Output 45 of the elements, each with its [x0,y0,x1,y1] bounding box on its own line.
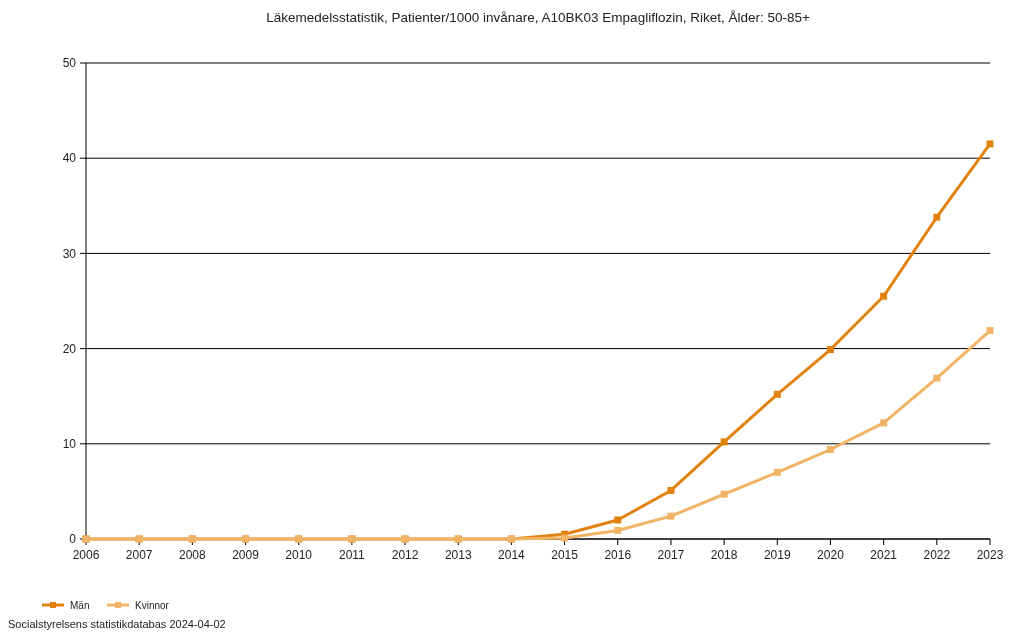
y-tick-label: 0 [69,532,77,547]
point [720,490,728,498]
point [933,213,941,221]
x-tick-label: 2017 [657,548,685,562]
point [614,516,622,524]
x-tick-label: 2011 [338,548,366,562]
y-tick-label: 20 [62,341,77,356]
point [667,512,675,520]
x-tick-label: 2012 [391,548,419,562]
x-tick-label: 2013 [444,548,472,562]
point [614,526,622,534]
x-tick-label: 2008 [179,548,207,562]
point [561,534,569,542]
x-tick-label: 2014 [498,548,526,562]
x-tick-label: 2010 [285,548,313,562]
point [880,419,888,427]
y-tick-label: 10 [62,437,77,451]
y-tick-label: 30 [62,246,77,261]
x-tick-label: 2021 [870,548,898,562]
x-tick-label: 2016 [604,548,632,562]
point [667,486,675,494]
point [933,374,941,382]
x-tick-label: 2006 [72,548,100,562]
point [773,468,781,476]
point [986,140,994,148]
legend-label: Män [70,599,90,611]
y-tick-label: 40 [62,151,77,166]
text: Socialstyrelsens statistikdatabas 2024-04-02 [8,618,226,630]
point [986,327,994,335]
point [773,390,781,398]
x-tick-label: 2009 [232,548,260,562]
point [880,292,888,300]
x-tick-label: 2007 [125,548,153,562]
point [720,438,728,446]
point [826,346,834,354]
x-tick-label: 2015 [551,548,579,562]
x-tick-label: 2022 [923,548,951,562]
y-tick-label: 50 [62,56,77,71]
legend-label: Kvinnor [135,599,170,611]
x-tick-label: 2020 [817,548,845,562]
x-tick-label: 2019 [763,548,791,562]
chart-title: Läkemedelsstatistik, Patienter/1000 invånare, A10BK03 Empagliflozin, Riket, Ålder: 50-85+ [266,10,810,25]
point [826,446,834,454]
x-tick-label: 2023 [976,548,1004,562]
x-tick-label: 2018 [710,548,738,562]
